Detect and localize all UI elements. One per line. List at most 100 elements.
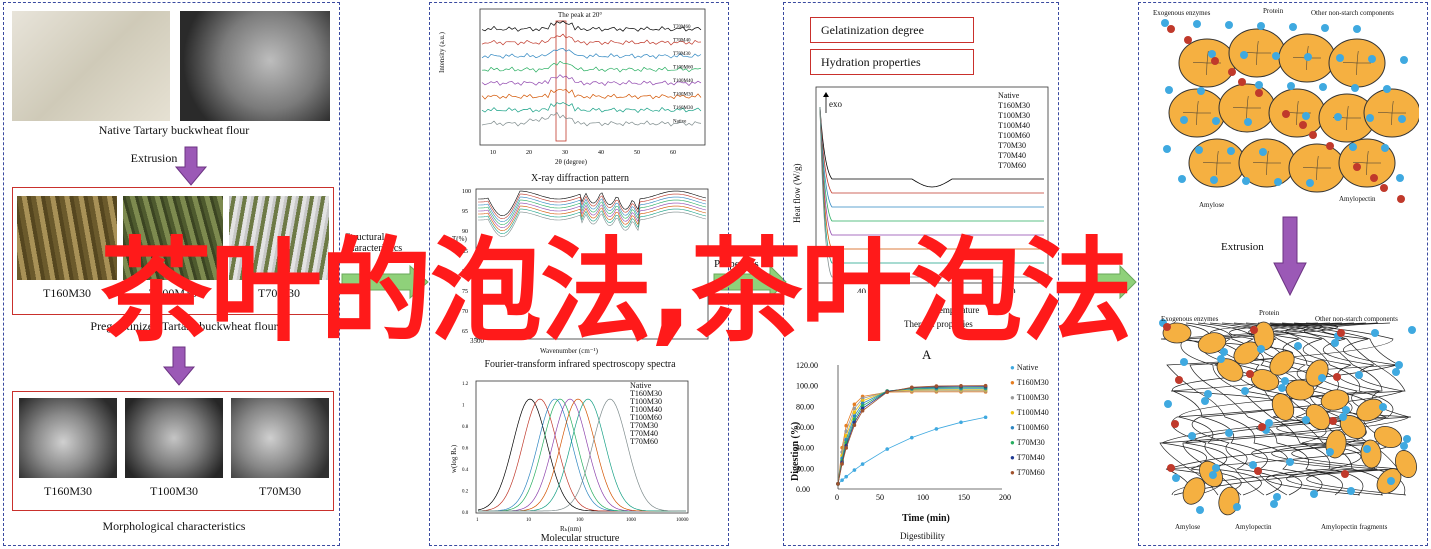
pregel-label-2: T70M30 (258, 286, 300, 300)
branch-5-3 (1246, 96, 1249, 109)
bottom-protein-dot-1 (1220, 348, 1228, 356)
mw-legend-0: Native (630, 381, 652, 390)
dsc-legend-4: T100M60 (998, 131, 1030, 140)
branch-0-3 (1206, 51, 1209, 64)
protein-dot-12 (1225, 21, 1233, 29)
bottom-enzyme-dot-8 (1337, 329, 1345, 337)
protein-dot-28 (1227, 147, 1235, 155)
mw-legend-7: T70M60 (630, 437, 658, 446)
protein-dot-14 (1319, 83, 1327, 91)
enzyme-dot-6 (1353, 163, 1361, 171)
mechanism-extrusion-arrow (1273, 216, 1307, 297)
fragment-15 (1269, 350, 1295, 376)
native-flour-sem-image (180, 11, 330, 121)
bottom-protein-dot-20 (1371, 329, 1379, 337)
sem-photo-t100m30 (125, 398, 223, 478)
morphology-box: T160M30 T100M30 T70M30 (12, 391, 334, 511)
xrd-series-label-6: T160M30 (673, 106, 694, 111)
protein-dot-22 (1195, 146, 1203, 154)
bottom-protein-dot-21 (1180, 358, 1188, 366)
dsc-exo-label: exo (829, 99, 842, 109)
protein-dot-13 (1272, 52, 1280, 60)
panel-mechanism: Exogenous enzymes Protein Other non-star… (1138, 2, 1428, 546)
ftir-ytick-7: 65 (462, 329, 468, 335)
xrd-series-label-1: T70M40 (673, 39, 691, 44)
dsc-line-6 (819, 106, 1044, 264)
dig-legend-1: ● T160M30 (1010, 378, 1049, 387)
mw-xlabel: Rₕ(nm) (560, 525, 582, 533)
branch-9-3 (1216, 151, 1219, 164)
xrd-series-label-2: T70M30 (673, 52, 691, 57)
xrd-series-label-4: T100M40 (673, 79, 694, 84)
bottom-label-protein: Protein (1259, 309, 1280, 317)
bottom-enzyme-dot-0 (1163, 323, 1171, 331)
xrd-xtick-3: 40 (598, 150, 604, 156)
bottom-label-amylose: Amylose (1175, 523, 1201, 531)
bottom-protein-dot-8 (1395, 361, 1403, 369)
ftir-chart: 100 95 90 85 80 75 70 65 (462, 188, 709, 340)
protein-dot-7 (1240, 51, 1248, 59)
protein-dot-37 (1400, 56, 1408, 64)
dsc-legend-0: Native (998, 91, 1020, 100)
arrow-structural (341, 264, 429, 300)
pregel-photo-t100m30 (123, 196, 223, 280)
bottom-protein-dot-11 (1326, 448, 1334, 456)
dig-legend-6: ● T70M40 (1010, 453, 1045, 462)
dig-point-0-9 (983, 415, 988, 420)
branch-8-2 (1378, 112, 1393, 114)
xrd-line-6 (481, 102, 702, 114)
dsc-line-5 (819, 106, 1044, 250)
dsc-line-1 (819, 106, 1044, 194)
ftir-line-2 (478, 196, 707, 223)
dig-point-0-6 (910, 435, 914, 440)
mw-ytick-5: 0.2 (462, 490, 469, 495)
sem-photo-t160m30 (19, 398, 117, 478)
dig-xtick-1: 50 (876, 493, 884, 502)
dig-point-7-0 (836, 482, 840, 486)
fragment-17 (1374, 426, 1402, 448)
dsc-ylabel: Heat flow (W/g) (792, 163, 802, 223)
dig-point-7-6 (910, 385, 914, 390)
bottom-protein-dot-5 (1212, 464, 1220, 472)
dig-point-7-3 (852, 423, 857, 428)
xrd-xtick-1: 20 (526, 150, 532, 156)
protein-dot-31 (1368, 55, 1376, 63)
digestion-xlabel: Time (min) (902, 513, 950, 524)
dsc-legend-7: T70M60 (998, 161, 1026, 170)
dsc-line-4 (819, 106, 1044, 236)
top-label-amylose: Amylose (1199, 201, 1225, 209)
mw-ytick-4: 0.4 (462, 468, 469, 473)
bottom-protein-dot-42 (1201, 397, 1209, 405)
dsc-chart: 40 80 100 (815, 86, 1049, 293)
dig-ytick-6: 120.00 (796, 361, 818, 370)
bottom-protein-dot-29 (1164, 400, 1172, 408)
branch-3-2 (1343, 62, 1358, 64)
mw-legend-2: T100M30 (630, 397, 662, 406)
ftir-ytick-0: 100 (462, 189, 471, 195)
protein-dot-5 (1396, 174, 1404, 182)
bottom-protein-dot-16 (1379, 403, 1387, 411)
xrd-caption: X-ray diffraction pattern (530, 173, 630, 184)
protein-dot-33 (1212, 117, 1220, 125)
dig-point-0-1 (840, 478, 844, 482)
xrd-xtick-0: 10 (490, 150, 496, 156)
dig-legend-5: ● T70M30 (1010, 438, 1045, 447)
native-flour-caption: Native Tartary buckwheat flour (98, 123, 250, 137)
bottom-protein-dot-30 (1225, 429, 1233, 437)
dig-ytick-0: 0.00 (796, 485, 810, 494)
pregel-photo-t70m30 (229, 196, 329, 280)
dig-point-5-4 (860, 404, 865, 408)
enzyme-dot-5 (1282, 110, 1290, 118)
mw-legend-5: T70M30 (630, 421, 658, 430)
protein-dot-2 (1255, 81, 1263, 89)
bottom-protein-dot-37 (1400, 442, 1408, 450)
protein-dot-18 (1257, 22, 1265, 30)
dig-ytick-1: 20.00 (796, 464, 814, 473)
fragment-1 (1216, 358, 1244, 382)
enzyme-dot-10 (1397, 195, 1405, 203)
ftir-ytick-2: 90 (462, 229, 468, 235)
ftir-ytick-5: 75 (462, 289, 468, 295)
protein-dot-34 (1259, 148, 1267, 156)
native-structure-diagram (1161, 19, 1419, 203)
branch-3-3 (1356, 51, 1359, 64)
